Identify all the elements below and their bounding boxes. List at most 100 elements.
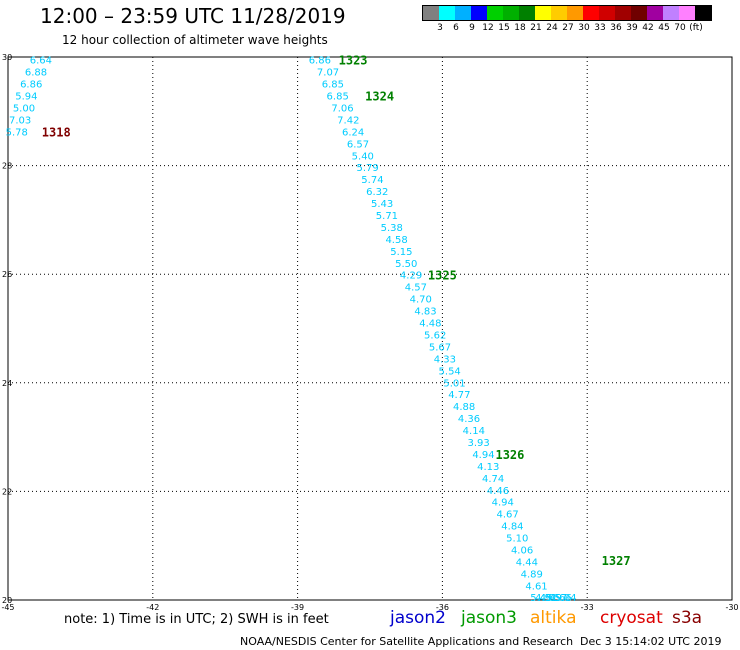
color-scale-label: 9	[469, 23, 475, 33]
wave-height-label: 5.45	[530, 593, 552, 604]
wave-height-label: 5.74	[361, 175, 383, 186]
legend-cryosat: cryosat	[600, 608, 663, 628]
wave-height-label: 7.06	[331, 103, 353, 114]
wave-height-label: 5.71	[376, 211, 398, 222]
x-tick-label: -42	[146, 603, 159, 610]
pass-number-label: 1325	[428, 269, 457, 283]
wave-height-label: 5.38	[381, 223, 403, 234]
color-scale: 3 6 9 12 15 18 21 24 27 30 33 36 39 42 45 70 (ft)	[422, 5, 712, 35]
pass-number-label: 1327	[602, 554, 631, 568]
wave-height-label: 4.70	[410, 295, 432, 306]
color-scale-label: 70	[674, 23, 686, 33]
color-scale-label: 27	[562, 23, 574, 33]
wave-height-label: 4.44	[516, 557, 538, 568]
color-scale-label: 33	[594, 23, 606, 33]
color-scale-label: 12	[482, 23, 494, 33]
wave-height-label: 7.03	[9, 115, 31, 126]
color-scale-swatch	[423, 6, 439, 20]
wave-height-label: 4.91	[535, 593, 557, 604]
wave-height-label: 5.04	[554, 593, 576, 604]
plot-frame	[7, 56, 733, 601]
wave-height-label: 5.67	[429, 342, 451, 353]
color-scale-swatch	[487, 6, 503, 20]
color-scale-swatch	[599, 6, 615, 20]
wave-height-label: 5.54	[439, 366, 461, 377]
x-tick-label: -45	[1, 603, 14, 610]
wave-height-label: 3.93	[467, 438, 489, 449]
wave-height-label: 6.64	[30, 56, 52, 67]
generated-timestamp: Dec 3 15:14:02 UTC 2019	[580, 635, 722, 648]
y-tick-label: 20	[2, 596, 12, 605]
wave-height-label: 5.10	[506, 534, 528, 545]
y-tick-label: 22	[2, 487, 12, 496]
wave-height-label: 4.48	[419, 319, 441, 330]
color-scale-label: 42	[642, 23, 654, 33]
y-tick-label: 30	[2, 53, 12, 62]
wave-height-label: 4.61	[525, 581, 547, 592]
color-scale-swatch	[567, 6, 583, 20]
color-scale-swatch	[615, 6, 631, 20]
wave-height-label: 5.01	[443, 378, 465, 389]
y-tick-label: 28	[2, 162, 12, 171]
wave-height-label: 5.62	[424, 330, 446, 341]
y-tick-label: 24	[2, 379, 12, 388]
wave-height-label: 4.66	[550, 593, 572, 604]
chart-subtitle: 12 hour collection of altimeter wave hei…	[62, 33, 328, 47]
color-scale-swatch	[663, 6, 679, 20]
wave-height-label: 7.07	[317, 68, 339, 79]
color-scale-labels: 3 6 9 12 15 18 21 24 27 30 33 36 39 42 45 70 (ft)	[422, 21, 712, 35]
chart-note: note: 1) Time is in UTC; 2) SWH is in fe…	[64, 612, 329, 627]
color-scale-label: 18	[514, 23, 526, 33]
wave-height-label: 4.46	[487, 486, 509, 497]
wave-height-label: 4.94	[492, 498, 514, 509]
wave-height-label: 5.78	[6, 127, 28, 138]
x-tick-label: -33	[581, 603, 594, 610]
color-scale-swatch	[695, 6, 711, 20]
wave-height-label: 4.89	[521, 569, 543, 580]
wave-height-label: 4.29	[400, 271, 422, 282]
wave-height-label: 5.79	[356, 163, 378, 174]
color-scale-swatch	[455, 6, 471, 20]
color-scale-label: 3	[437, 23, 443, 33]
wave-height-label: 5.00	[13, 103, 35, 114]
wave-height-label: 6.32	[366, 187, 388, 198]
wave-height-label: 4.84	[501, 522, 523, 533]
x-tick-label: -39	[291, 603, 304, 610]
wave-height-label: 4.67	[496, 510, 518, 521]
wave-height-label: 6.86	[20, 80, 42, 91]
wave-height-label: 4.14	[463, 426, 485, 437]
color-scale-label: 6	[453, 23, 459, 33]
color-scale-swatches	[422, 5, 712, 21]
wave-height-label: 6.85	[322, 80, 344, 91]
color-scale-swatch	[631, 6, 647, 20]
color-scale-swatch	[519, 6, 535, 20]
wave-height-label: 4.94	[472, 450, 494, 461]
legend-altika: altika	[530, 608, 577, 628]
wave-height-label: 4.83	[414, 307, 436, 318]
color-scale-swatch	[535, 6, 551, 20]
pass-number-label: 1318	[42, 125, 71, 139]
wave-height-label: 4.36	[458, 414, 480, 425]
wave-height-label: 4.57	[405, 283, 427, 294]
color-scale-swatch	[551, 6, 567, 20]
wave-height-label: 5.94	[15, 92, 37, 103]
wave-height-label: 5.43	[371, 199, 393, 210]
color-scale-label: 45	[658, 23, 670, 33]
pass-number-label: 1324	[365, 90, 394, 104]
color-scale-swatch	[679, 6, 695, 20]
legend-jason3: jason3	[461, 608, 517, 628]
color-scale-swatch	[439, 6, 455, 20]
wave-height-label: 5.15	[390, 247, 412, 258]
wave-height-label: 5.57	[545, 593, 567, 604]
chart-title: 12:00 – 23:59 UTC 11/28/2019	[40, 4, 346, 28]
wave-height-label: 4.89	[540, 593, 562, 604]
wave-height-label: 4.77	[448, 390, 470, 401]
wave-height-label: 6.85	[327, 92, 349, 103]
color-scale-label: 15	[498, 23, 510, 33]
wave-height-label: 4.58	[385, 235, 407, 246]
color-scale-label: 36	[610, 23, 622, 33]
wave-height-label: 4.88	[453, 402, 475, 413]
legend-jason2: jason2	[390, 608, 446, 628]
pass-number-label: 1326	[495, 448, 524, 462]
